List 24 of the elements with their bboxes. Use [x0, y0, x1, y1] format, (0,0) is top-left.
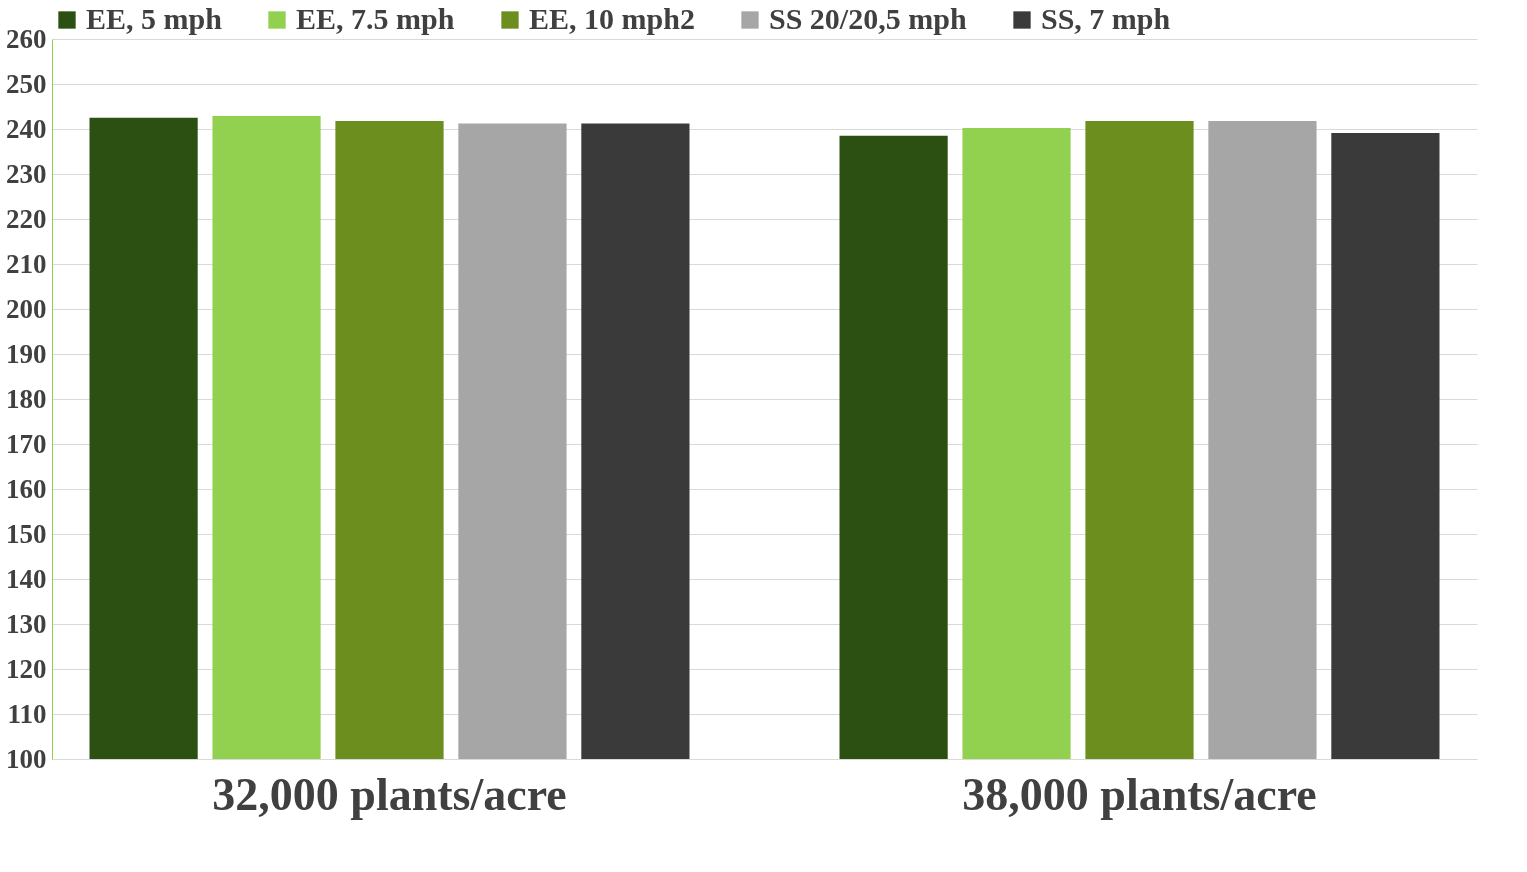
y-tick-label: 260 [6, 23, 47, 54]
legend-label: SS, 7 mph [1041, 2, 1171, 35]
y-tick-label: 230 [6, 158, 47, 189]
y-tick-label: 160 [6, 473, 47, 504]
y-tick-label: 140 [6, 563, 47, 594]
y-tick-label: 120 [6, 653, 47, 684]
legend-label: SS 20/20,5 mph [769, 2, 967, 35]
y-tick-label: 150 [6, 518, 47, 549]
legend-label: EE, 7.5 mph [296, 2, 455, 35]
y-tick-label: 240 [6, 113, 47, 144]
y-tick-label: 170 [6, 428, 47, 459]
y-tick-label: 130 [6, 608, 47, 639]
y-tick-label: 250 [6, 68, 47, 99]
y-tick-label: 100 [6, 743, 47, 774]
x-tick-label: 38,000 plants/acre [962, 768, 1317, 820]
y-tick-label: 180 [6, 383, 47, 414]
y-tick-label: 200 [6, 293, 47, 324]
legend-label: EE, 10 mph2 [529, 2, 695, 35]
y-tick-label: 220 [6, 203, 47, 234]
legend-label: EE, 5 mph [86, 2, 223, 35]
x-tick-label: 32,000 plants/acre [212, 768, 567, 820]
y-tick-label: 110 [7, 698, 47, 729]
y-tick-label: 190 [6, 338, 47, 369]
y-tick-label: 210 [6, 248, 47, 279]
